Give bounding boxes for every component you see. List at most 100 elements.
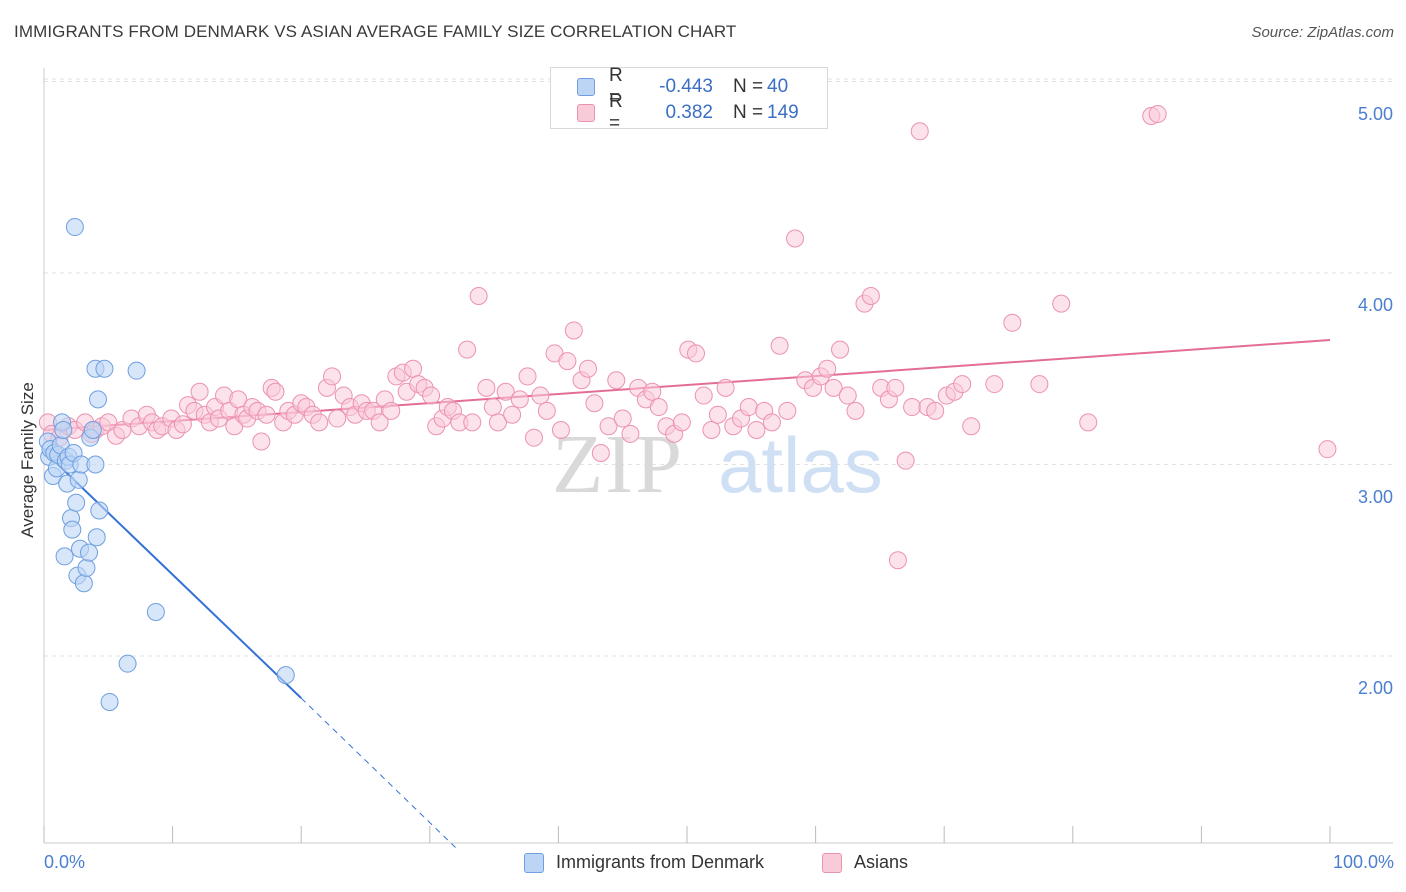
asians-point (370, 413, 389, 432)
denmark-point (86, 455, 105, 474)
watermark: ZIP atlas (552, 418, 883, 511)
y-tick-label: 3.00 (1357, 486, 1393, 507)
asians-point (599, 417, 618, 436)
asians-point (607, 371, 626, 390)
asians-point (531, 386, 550, 405)
asians-point (404, 359, 423, 378)
legend-label-denmark: Immigrants from Denmark (556, 852, 765, 872)
asians-point (323, 367, 342, 386)
watermark-atlas: atlas (718, 421, 883, 509)
denmark-point (77, 558, 96, 577)
x-tick-label-min: 0.0% (44, 852, 86, 872)
asians-point (463, 413, 482, 432)
asians-point (621, 424, 640, 443)
asians-point (422, 386, 441, 405)
x-tick-label-max: 100.0% (1332, 852, 1394, 872)
asians-point (1003, 313, 1022, 332)
asians-point (564, 321, 583, 340)
asians-point (649, 398, 668, 417)
chart-source: Source: ZipAtlas.com (1251, 24, 1394, 41)
asians-point (770, 336, 789, 355)
y-tick-label: 4.00 (1357, 295, 1393, 315)
asians-point (896, 451, 915, 470)
asians-point (1148, 105, 1167, 124)
asians-point (778, 401, 797, 420)
denmark-point (83, 421, 102, 440)
asians-point (458, 340, 477, 359)
chart-title: IMMIGRANTS FROM DENMARK VS ASIAN AVERAGE… (14, 22, 737, 41)
asians-point (503, 405, 522, 424)
legend-swatch-denmark (577, 78, 595, 96)
asians-point (903, 398, 922, 417)
legend-item-asians[interactable]: Asians (822, 852, 908, 873)
asians-point (694, 386, 713, 405)
asians-point (1318, 440, 1337, 459)
denmark-point (87, 528, 106, 547)
asians-point (888, 551, 907, 570)
legend-label-asians: Asians (854, 852, 909, 872)
y-tick-label: 5.00 (1357, 103, 1393, 124)
denmark-point (80, 543, 99, 562)
denmark-point (95, 359, 114, 378)
asians-point (962, 417, 981, 436)
asians-point (496, 382, 515, 401)
asians-point (702, 421, 721, 440)
asians-point (1030, 375, 1049, 394)
denmark-point (69, 470, 88, 489)
legend-r-label: R = (609, 91, 623, 134)
legend-n-value: 149 (767, 102, 799, 123)
asians-point (524, 428, 543, 447)
denmark-point (63, 520, 82, 539)
asians-point (747, 421, 766, 440)
asians-point (99, 413, 118, 432)
asians-point (643, 382, 662, 401)
denmark-point (74, 574, 93, 593)
asians-point (739, 398, 758, 417)
asians-point (672, 413, 691, 432)
asians-point (985, 375, 1004, 394)
asians-point (518, 367, 537, 386)
asians-point (266, 382, 285, 401)
asians-point (861, 286, 880, 305)
asians-point (510, 390, 529, 409)
asians-point (786, 229, 805, 248)
asians-point (551, 421, 570, 440)
asians-point (831, 340, 850, 359)
asians-point (310, 413, 329, 432)
asians-point (716, 378, 735, 397)
denmark-point (100, 692, 119, 711)
legend-swatch-asians-bottom (822, 852, 842, 873)
asians-point (477, 378, 496, 397)
denmark-point (127, 361, 146, 380)
asians-point (1052, 294, 1071, 313)
legend-swatch-asians (577, 104, 595, 122)
legend-row-asians: R = 0.382 N = 149 (577, 91, 799, 134)
denmark-point (65, 218, 84, 237)
asians-point (818, 359, 837, 378)
asians-point (382, 401, 401, 420)
watermark-zip: ZIP (552, 418, 684, 511)
asians-points (38, 105, 1337, 570)
y-axis-label: Average Family Size (18, 382, 37, 538)
asians-point (578, 359, 597, 378)
asians-point (838, 386, 857, 405)
asians-point (558, 352, 577, 371)
gridlines (44, 78, 1393, 657)
denmark-trend-extension (300, 697, 456, 848)
denmark-point (90, 501, 109, 520)
asians-point (886, 378, 905, 397)
denmark-point (118, 654, 137, 673)
legend-item-denmark[interactable]: Immigrants from Denmark (524, 852, 764, 873)
asians-point (173, 415, 192, 434)
denmark-trendline (43, 450, 456, 848)
denmark-point (55, 547, 74, 566)
asians-point (910, 122, 929, 141)
asians-point (591, 444, 610, 463)
asians-point (926, 401, 945, 420)
legend-r-label: R = (609, 65, 623, 108)
asians-point (824, 378, 843, 397)
denmark-point (54, 421, 73, 440)
denmark-point (276, 666, 295, 685)
asians-point (762, 413, 781, 432)
legend-n-value: 40 (767, 76, 789, 97)
